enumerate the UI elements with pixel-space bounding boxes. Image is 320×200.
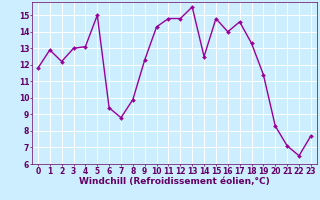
X-axis label: Windchill (Refroidissement éolien,°C): Windchill (Refroidissement éolien,°C) (79, 177, 270, 186)
